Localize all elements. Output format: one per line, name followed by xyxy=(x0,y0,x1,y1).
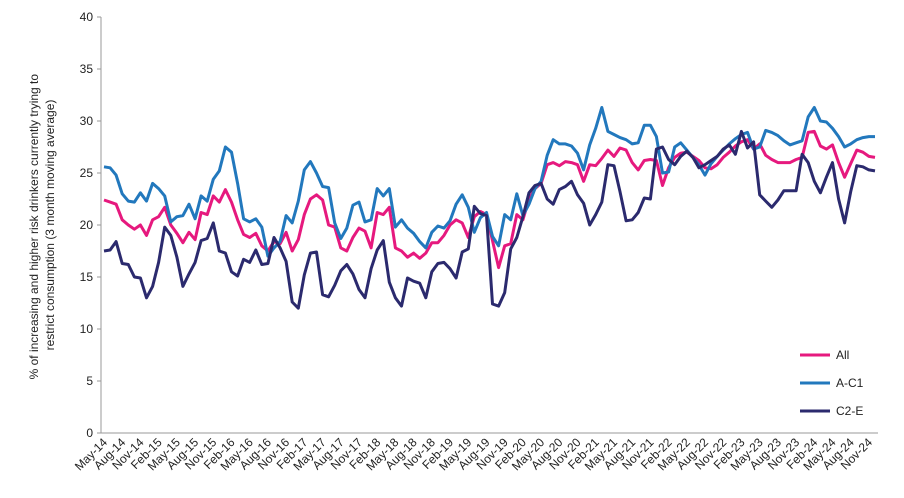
legend-label: A-C1 xyxy=(836,376,864,390)
y-axis-label: % of increasing and higher risk drinkers… xyxy=(27,71,57,380)
y-axis-label-line: restrict consumption (3 month moving ave… xyxy=(43,100,57,351)
y-tick-label: 25 xyxy=(80,166,94,180)
y-tick-label: 30 xyxy=(80,114,94,128)
y-axis-label-line: % of increasing and higher risk drinkers… xyxy=(27,74,41,380)
legend-label: C2-E xyxy=(836,404,863,418)
y-tick-label: 15 xyxy=(80,270,94,284)
y-tick-label: 0 xyxy=(86,426,93,440)
y-tick-label: 20 xyxy=(80,218,94,232)
series-line xyxy=(103,106,875,258)
y-tick-label: 10 xyxy=(80,322,94,336)
series-line xyxy=(103,129,876,310)
y-tick-label: 40 xyxy=(80,10,94,24)
legend-label: All xyxy=(836,348,849,362)
y-tick-label: 35 xyxy=(80,62,94,76)
y-tick-label: 5 xyxy=(86,374,93,388)
